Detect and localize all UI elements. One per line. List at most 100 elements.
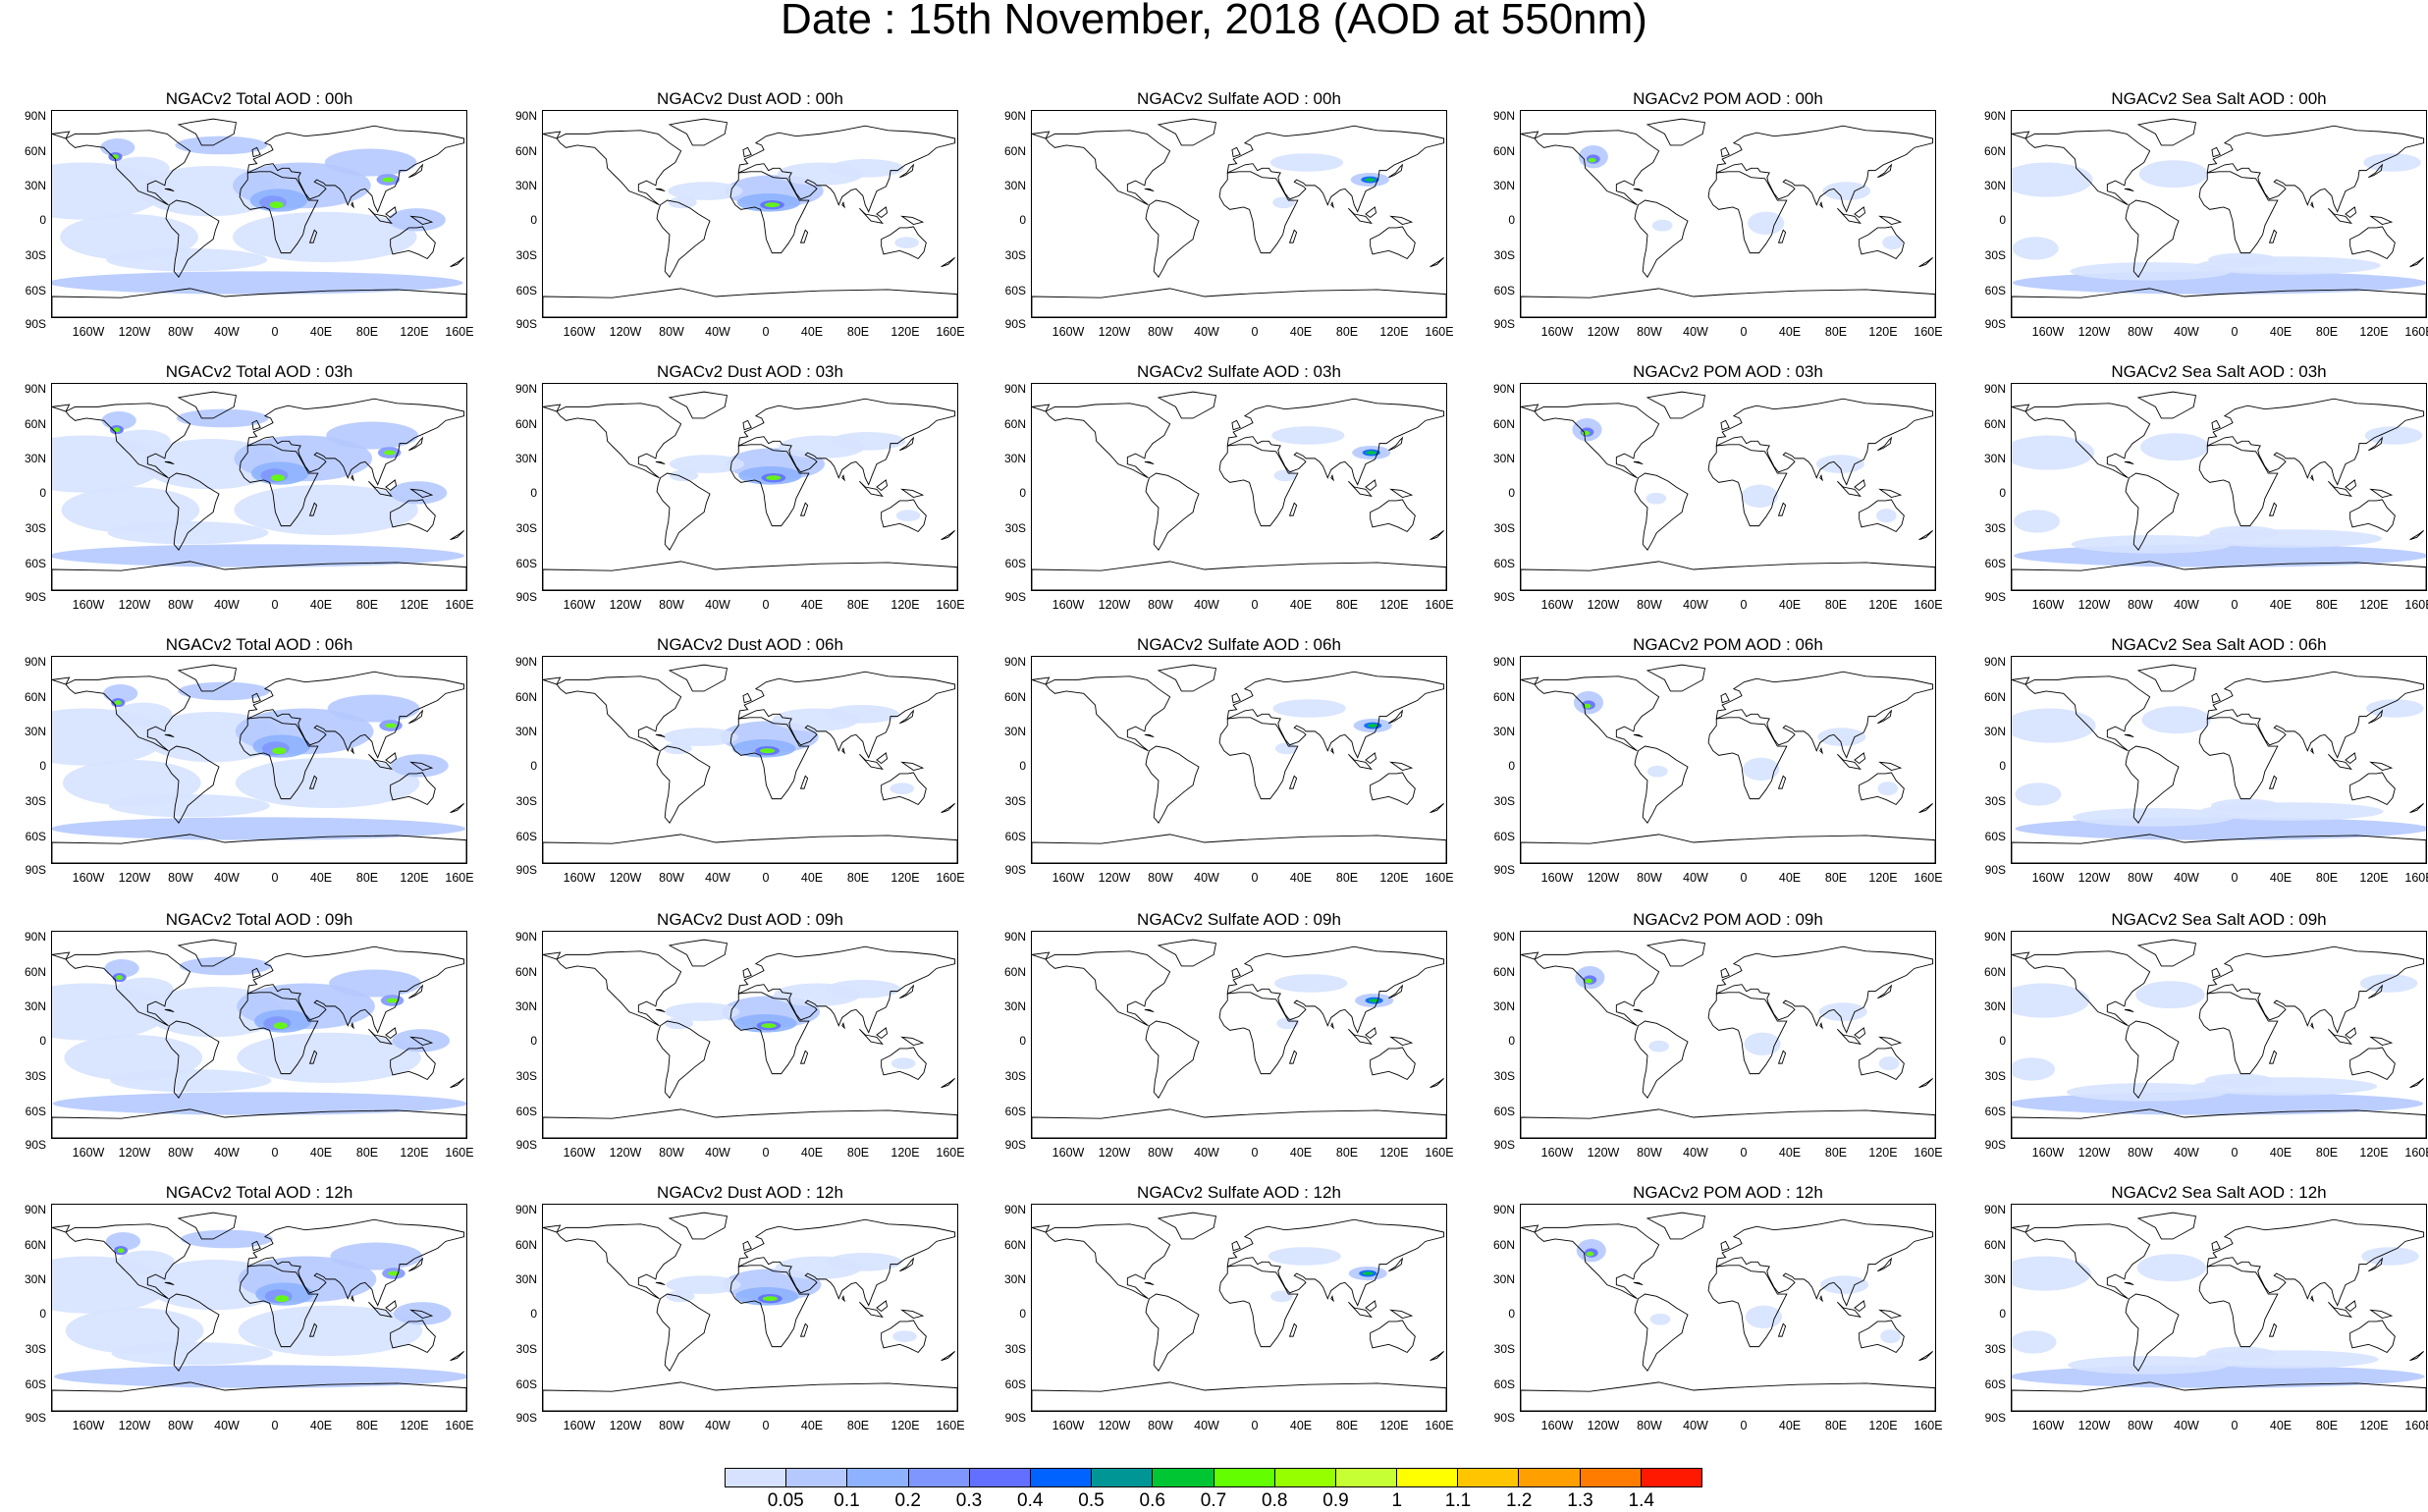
lon-tick-label: 40W [1683,1419,1708,1432]
lat-tick-label: 60N [514,690,537,704]
lon-tick-label: 120W [1098,1419,1131,1432]
coastline [390,772,436,806]
coastline [1859,226,1905,260]
lat-tick-label: 0 [530,1034,537,1048]
lon-tick-label: 40W [1194,1146,1219,1160]
coastline [251,146,261,158]
coastline [450,530,464,541]
aerosol-plume [2012,1330,2057,1354]
coastline [1707,992,1788,1075]
colorbar-label: 0.9 [1322,1490,1349,1511]
lon-tick-label: 120E [400,325,429,339]
coastline [1032,404,1051,412]
lon-tick-label: 40E [1289,1419,1313,1432]
lat-tick-label: 90S [1984,863,2006,877]
coastline [729,171,810,254]
coastline [1157,391,1217,419]
aerosol-plume [65,1308,204,1354]
coastline [1859,1047,1905,1081]
coastline [2268,775,2278,789]
world-map [2011,110,2427,318]
colorbar-cell [726,1469,787,1486]
map-panel-pom-12h: NGACv2 POM AOD : 12h 90N 60N 30N 0 30S 60S 90S 1… [1469,1184,1954,1457]
coastline [2310,1295,2314,1303]
coastline [556,675,682,752]
coastline [1777,1323,1787,1337]
aerosol-plume [326,421,419,450]
coastline [2124,460,2134,465]
lon-tick-label: 160W [1052,1419,1085,1432]
coastline [1388,1257,1404,1272]
coastline [1144,733,1155,738]
lon-tick-label: 80W [659,871,684,885]
world-map [1031,1204,1447,1412]
coastline [1218,1265,1299,1348]
map-panel-sulfate-06h: NGACv2 Sulfate AOD : 06h 90N 60N 30N 0 30S 60S… [980,636,1465,909]
lon-tick-label: 160E [2404,325,2428,339]
lon-tick-label: 120W [118,598,151,612]
coastline [308,1050,318,1064]
coastline [899,709,915,725]
lon-tick-label: 0 [2231,1146,2239,1160]
lon-tick-label: 40W [214,1146,240,1160]
lon-tick-label: 40E [800,871,824,885]
coastline [1878,1036,1903,1046]
lat-tick-label: 0 [1019,759,1026,773]
coastline [2211,419,2221,431]
lon-tick-label: 120W [609,598,642,612]
coastline [65,675,191,752]
coastline [1521,1224,1539,1233]
map-panel-total-06h: NGACv2 Total AOD : 06h 90N 60N 30N 0 30S 60S 90… [0,636,485,909]
aerosol-plume [2012,435,2095,470]
coastline [2328,480,2352,497]
coastline [1218,171,1299,254]
lon-tick-label: 0 [271,871,279,885]
coastline [2125,745,2180,824]
lon-tick-label: 120E [400,598,429,612]
coastline [2369,1309,2394,1319]
aerosol-plume [2361,1247,2419,1266]
lon-tick-label: 40W [1194,598,1219,612]
lat-tick-label: 0 [39,759,46,773]
coastline [1389,215,1414,225]
lat-tick-label: 30S [25,794,46,808]
coastline [841,201,845,209]
lat-tick-label: 0 [1508,1034,1515,1048]
coastline [543,1108,957,1138]
world-map [51,931,467,1139]
coastline [1646,391,1706,419]
coastline [881,772,927,806]
coastline [390,499,436,533]
lat-tick-label: 90S [1004,863,1026,877]
lon-tick-label: 40E [309,325,333,339]
aerosol-plume [114,702,173,727]
coastline [1231,419,1241,431]
colorbar-label: 1 [1391,1490,1403,1511]
coastline [1534,950,1660,1027]
lon-tick-label: 160E [1425,325,1454,339]
coastline [408,984,424,999]
lat-tick-label: 30S [1493,248,1515,262]
lon-tick-label: 120W [609,1419,642,1432]
aerosol-plume [1271,426,1345,445]
coastline [1032,676,1051,685]
map-panel-total-03h: NGACv2 Total AOD : 03h 90N 60N 30N 0 30S 60S 90… [0,363,485,636]
map-panel-pom-06h: NGACv2 POM AOD : 06h 90N 60N 30N 0 30S 60S 90S 1… [1469,636,1954,909]
world-map [2011,656,2427,864]
coastline [2206,1218,2425,1307]
coastline [941,257,955,268]
aerosol-plume [116,977,174,1001]
coastline [1288,502,1298,516]
coastline [729,992,810,1075]
aerosol-plume [759,748,776,754]
lon-tick-label: 40E [800,1146,824,1160]
coastline [2310,747,2314,755]
coastline [409,1309,434,1319]
aerosol-plume [761,1023,777,1029]
coastline [246,671,465,759]
lon-tick-label: 160E [936,1146,965,1160]
aerosol-plume [1817,728,1866,746]
aerosol-plume [54,1365,466,1388]
lon-tick-label: 80W [2128,598,2153,612]
coastline [2124,1008,2134,1013]
